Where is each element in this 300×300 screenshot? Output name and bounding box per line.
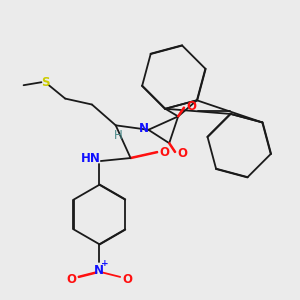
Text: S: S [42, 76, 50, 89]
Text: N: N [139, 122, 149, 135]
Text: HN: HN [80, 152, 100, 164]
Text: O: O [160, 146, 170, 159]
Text: O: O [123, 273, 133, 286]
Text: O: O [66, 273, 76, 286]
Text: +: + [101, 259, 109, 268]
Text: H: H [114, 129, 123, 142]
Text: O: O [187, 100, 196, 112]
Text: O: O [178, 147, 188, 160]
Text: N: N [94, 265, 104, 278]
